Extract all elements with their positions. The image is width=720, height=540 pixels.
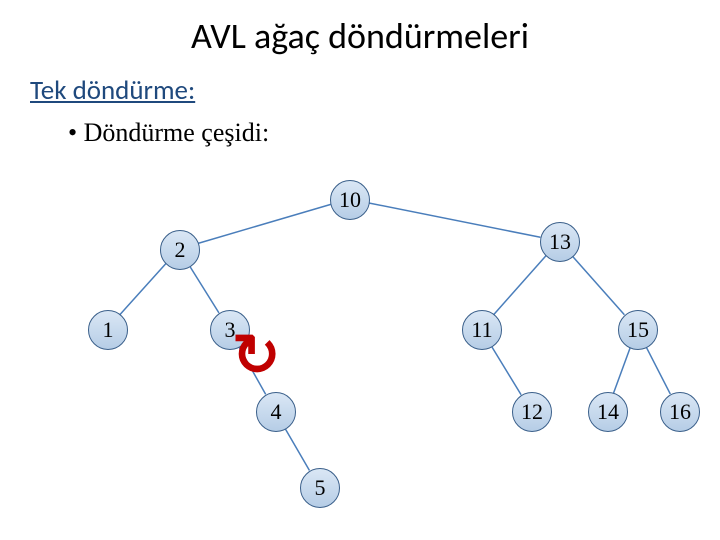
tree-edge — [197, 204, 331, 243]
tree-node: 10 — [330, 180, 370, 220]
tree-node: 2 — [160, 230, 200, 270]
tree-edge — [646, 346, 671, 394]
tree-edge — [368, 203, 541, 238]
tree-node: 12 — [512, 392, 552, 432]
tree-edge — [491, 345, 521, 395]
tree-node: 14 — [588, 392, 628, 432]
tree-edge — [189, 265, 219, 313]
tree-edge — [572, 255, 625, 315]
tree-node: 11 — [462, 310, 502, 350]
tree-node: 15 — [618, 310, 658, 350]
tree-edge — [494, 255, 547, 315]
tree-node: 13 — [540, 222, 580, 262]
tree-node: 5 — [300, 468, 340, 508]
tree-edges — [0, 0, 720, 540]
tree-edge — [614, 347, 631, 393]
tree-edge — [120, 263, 167, 315]
rotation-arrow-icon: ↺ — [232, 320, 281, 391]
tree-edge — [285, 427, 310, 470]
tree-node: 1 — [88, 310, 128, 350]
tree-node: 4 — [256, 392, 296, 432]
tree-node: 16 — [660, 392, 700, 432]
